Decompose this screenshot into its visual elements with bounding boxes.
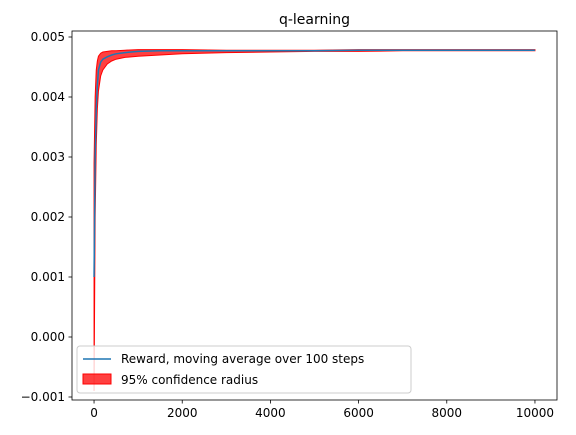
- x-tick-label: 8000: [431, 406, 462, 420]
- y-tick-label: 0.003: [31, 150, 65, 164]
- y-axis: −0.001 0.000 0.001 0.002 0.003 0.004 0.005: [21, 30, 72, 404]
- confidence-band-layer: [93, 49, 536, 392]
- y-tick-label: −0.001: [21, 390, 65, 404]
- x-axis: 0 2000 4000 6000 8000 10000: [90, 400, 554, 420]
- legend-box: [76, 345, 412, 394]
- legend: Reward, moving average over 100 steps 95…: [76, 345, 412, 394]
- chart-title: q-learning: [279, 12, 350, 28]
- x-tick-label: 4000: [255, 406, 286, 420]
- legend-band-label: 95% confidence radius: [121, 373, 258, 387]
- y-tick-label: 0.005: [31, 30, 65, 44]
- y-tick-label: 0.001: [31, 270, 65, 284]
- y-tick-label: 0.000: [31, 330, 65, 344]
- plot-frame: [71, 30, 558, 401]
- legend-band-swatch: [82, 373, 112, 385]
- series-line-0: [93, 49, 535, 278]
- x-tick-label: 0: [90, 406, 98, 420]
- x-tick-label: 6000: [343, 406, 374, 420]
- x-tick-label: 10000: [516, 406, 554, 420]
- legend-line-label: Reward, moving average over 100 steps: [121, 352, 364, 366]
- y-tick-label: 0.004: [31, 90, 65, 104]
- y-tick-label: 0.002: [31, 210, 65, 224]
- confidence-band: [93, 49, 536, 392]
- x-tick-label: 2000: [167, 406, 198, 420]
- series-line-layer: [93, 49, 535, 278]
